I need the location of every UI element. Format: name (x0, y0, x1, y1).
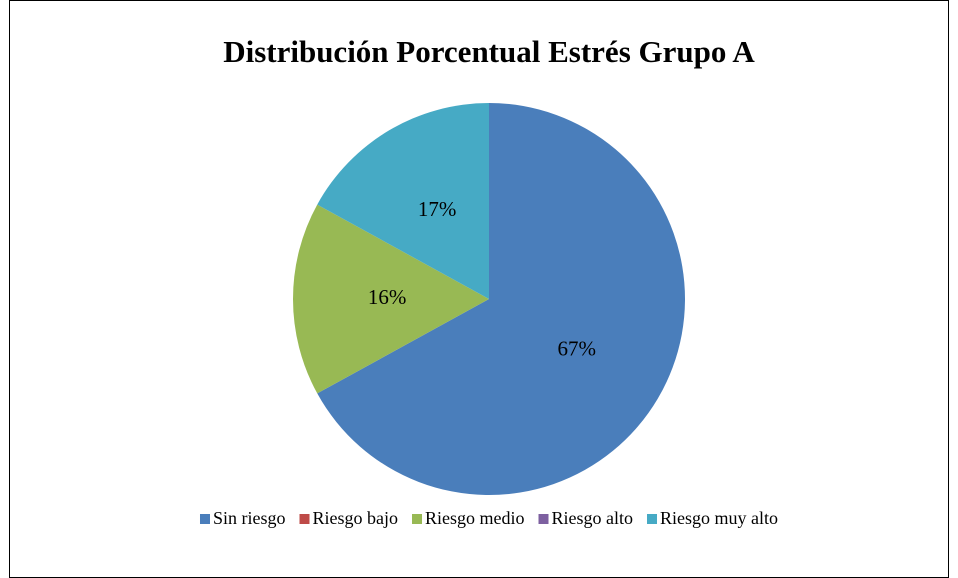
legend-label: Riesgo alto (552, 508, 634, 528)
legend-label: Sin riesgo (213, 508, 286, 528)
pie-slice (317, 103, 685, 496)
legend-swatch (299, 514, 310, 524)
legend-label: Riesgo bajo (313, 508, 399, 528)
pie-slice (317, 103, 489, 299)
legend-swatch (412, 514, 423, 524)
legend-swatch (538, 514, 549, 524)
legend-swatch (647, 514, 658, 524)
pie-slice (292, 204, 489, 394)
legend-label: Riesgo medio (425, 508, 525, 528)
data-label: 17% (418, 197, 457, 221)
legend-label: Riesgo muy alto (660, 508, 778, 528)
data-label: 16% (368, 285, 407, 309)
legend-swatch (199, 514, 210, 524)
data-label: 67% (557, 337, 596, 361)
chart-title: Distribución Porcentual Estrés Grupo A (223, 34, 755, 69)
